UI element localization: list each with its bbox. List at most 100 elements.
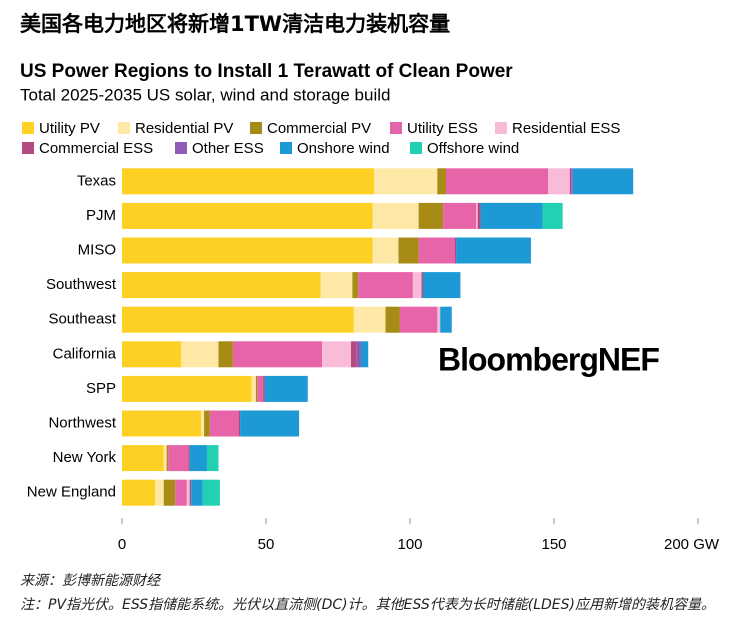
bar-segment	[352, 272, 359, 299]
bar-segment	[399, 306, 438, 333]
bar-segment	[251, 375, 256, 402]
bar-segment	[480, 202, 543, 229]
bar-segment	[440, 306, 452, 333]
bar-segment	[263, 375, 265, 402]
bar-segment	[456, 237, 531, 264]
legend-swatch	[118, 122, 130, 134]
y-tick-label: New England	[27, 484, 116, 501]
bar-segment	[571, 168, 573, 195]
legend-label: Utility PV	[39, 120, 100, 137]
bar-segment	[191, 479, 203, 506]
y-tick-label: SPP	[86, 380, 116, 397]
bar-segment	[122, 202, 373, 229]
bar-segment	[443, 202, 477, 229]
legend-label: Other ESS	[192, 140, 264, 157]
bar-segment	[202, 479, 220, 506]
bar-segment	[188, 445, 190, 472]
x-tick-label: 0	[118, 536, 126, 553]
bar-segment	[181, 341, 219, 368]
y-tick-label: MISO	[78, 241, 116, 258]
bar-segment	[356, 341, 362, 368]
bar-segment	[163, 479, 176, 506]
bar-segment	[206, 445, 219, 472]
bar-segment	[572, 168, 634, 195]
bar-segment	[412, 272, 422, 299]
legend-swatch	[250, 122, 262, 134]
bar-segment	[122, 272, 321, 299]
footnote: 注：PV指光伏。ESS指储能系统。光伏以直流侧(DC)计。其他ESS代表为长时储…	[20, 597, 715, 613]
legend-label: Residential ESS	[512, 120, 620, 137]
legend-label: Onshore wind	[297, 140, 390, 157]
bar-segment	[255, 375, 258, 402]
bar-segment	[418, 237, 455, 264]
bar-segment	[477, 202, 481, 229]
bar-segment	[548, 168, 570, 195]
bar-segment	[122, 375, 252, 402]
bar-segment	[122, 341, 182, 368]
bar-segment	[358, 272, 413, 299]
bar-segment	[163, 445, 167, 472]
bar-segment	[189, 445, 207, 472]
legend-swatch	[22, 122, 34, 134]
bar-segment	[122, 237, 373, 264]
y-tick-label: PJM	[86, 207, 116, 224]
x-tick-label: 200 GW	[664, 536, 720, 553]
x-tick-label: 100	[397, 536, 422, 553]
legend-swatch	[390, 122, 402, 134]
bar-segment	[264, 375, 308, 402]
y-tick-label: Texas	[77, 172, 116, 189]
bar-segment	[569, 168, 572, 195]
legend-label: Commercial PV	[267, 120, 371, 137]
bar-segment	[204, 410, 210, 437]
watermark: BloombergNEF	[438, 341, 659, 377]
bar-segment	[155, 479, 164, 506]
bar-segment	[385, 306, 400, 333]
legend-swatch	[495, 122, 507, 134]
bar-segment	[175, 479, 187, 506]
legend-swatch	[410, 142, 422, 154]
bar-segment	[353, 306, 386, 333]
bar-segment	[122, 306, 354, 333]
bar-segment	[320, 272, 353, 299]
bar-segment	[542, 202, 563, 229]
chart-title: US Power Regions to Install 1 Terawatt o…	[20, 61, 513, 82]
bar-segment	[201, 410, 205, 437]
legend-swatch	[175, 142, 187, 154]
legend-swatch	[22, 142, 34, 154]
legend-swatch	[280, 142, 292, 154]
bar-segment	[122, 479, 156, 506]
bar-segment	[232, 341, 323, 368]
bar-segment	[446, 168, 549, 195]
bar-segment	[238, 410, 241, 437]
bar-segment	[437, 168, 446, 195]
bar-segment	[209, 410, 239, 437]
x-tick-label: 150	[541, 536, 566, 553]
y-tick-label: Southeast	[48, 311, 116, 328]
x-tick-label: 50	[258, 536, 275, 553]
y-tick-label: New York	[53, 449, 117, 466]
bar-segment	[240, 410, 300, 437]
bar-segment	[350, 341, 357, 368]
bar-segment	[361, 341, 369, 368]
bar-segment	[454, 237, 457, 264]
bar-segment	[418, 202, 444, 229]
bar-segment	[166, 445, 169, 472]
bar-segment	[372, 202, 419, 229]
bar-segment	[218, 341, 233, 368]
y-tick-label: Southwest	[46, 276, 117, 293]
bar-segment	[186, 479, 190, 506]
source-note: 来源：彭博新能源财经	[20, 573, 160, 589]
bar-segment	[374, 168, 438, 195]
bar-segment	[476, 202, 478, 229]
bar-segment	[422, 272, 461, 299]
chart-subtitle: Total 2025-2035 US solar, wind and stora…	[20, 85, 390, 104]
legend-label: Offshore wind	[427, 140, 519, 157]
legend-label: Residential PV	[135, 120, 233, 137]
bar-segment	[322, 341, 351, 368]
bar-segment	[437, 306, 441, 333]
legend-label: Utility ESS	[407, 120, 478, 137]
bar-segment	[122, 168, 374, 195]
bar-segment	[372, 237, 399, 264]
